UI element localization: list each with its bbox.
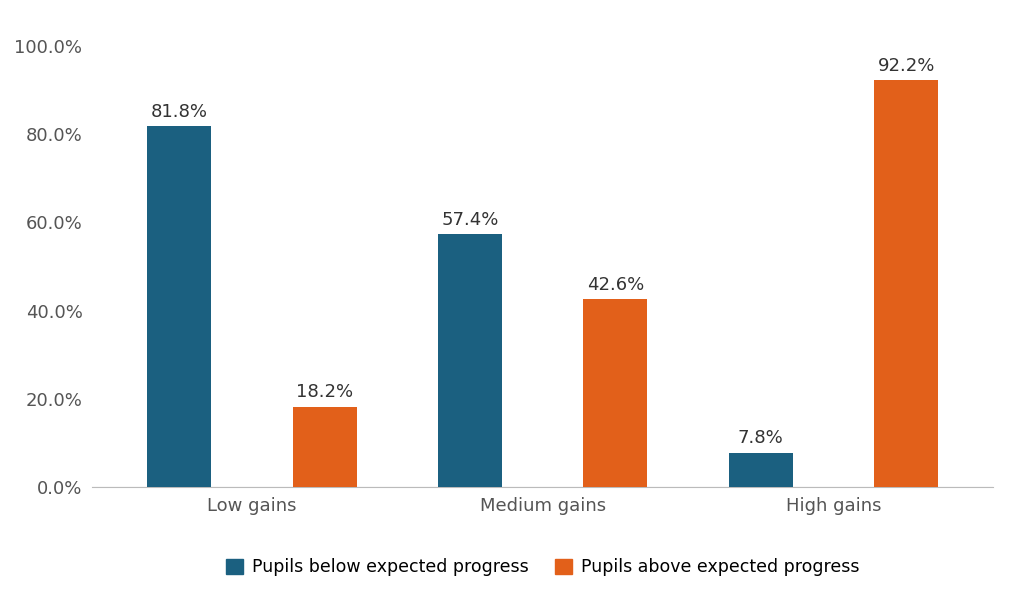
Text: 7.8%: 7.8%: [738, 429, 783, 447]
Text: 18.2%: 18.2%: [296, 384, 353, 402]
Bar: [293, 407, 356, 487]
Bar: [584, 299, 647, 487]
Text: 92.2%: 92.2%: [878, 57, 935, 75]
Text: 57.4%: 57.4%: [441, 210, 499, 229]
Text: 81.8%: 81.8%: [151, 103, 208, 121]
Bar: [147, 126, 211, 487]
Legend: Pupils below expected progress, Pupils above expected progress: Pupils below expected progress, Pupils a…: [219, 551, 866, 583]
Bar: [874, 80, 938, 487]
Text: 42.6%: 42.6%: [587, 276, 644, 294]
Bar: [438, 234, 502, 487]
Bar: [729, 453, 793, 487]
